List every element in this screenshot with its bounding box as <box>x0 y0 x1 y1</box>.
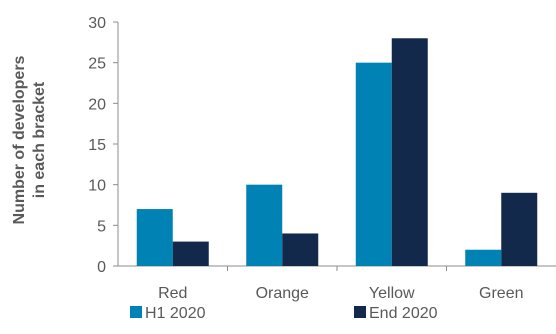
y-tick-label: 0 <box>97 259 106 276</box>
y-tick-label: 30 <box>88 15 106 32</box>
bars <box>136 38 538 267</box>
x-tick-label: Orange <box>256 285 309 302</box>
axes <box>117 22 556 271</box>
y-tick-label: 15 <box>88 137 106 154</box>
bar-yellow-end-2020 <box>391 38 428 267</box>
x-tick-label: Yellow <box>369 285 415 302</box>
legend-label: H1 2020 <box>145 305 206 322</box>
bar-yellow-h1-2020 <box>355 62 392 266</box>
y-axis-title-line-1: Number of developers <box>11 55 28 224</box>
legend-swatch <box>130 306 142 318</box>
y-axis-ticks: 0 5 10 15 20 25 30 <box>88 15 118 276</box>
y-tick-label: 5 <box>97 218 106 235</box>
y-axis-title: Number of developers in each bracket <box>11 55 48 224</box>
legend-label: End 2020 <box>369 305 438 322</box>
x-tick-label: Red <box>158 285 187 302</box>
bar-green-end-2020 <box>501 192 538 266</box>
bar-red-h1-2020 <box>136 209 173 266</box>
bar-green-h1-2020 <box>465 249 502 266</box>
legend-swatch <box>354 306 366 318</box>
bar-orange-h1-2020 <box>246 184 283 266</box>
y-axis-title-line-2: in each bracket <box>31 81 48 198</box>
y-tick-label: 25 <box>88 56 106 73</box>
x-tick-label: Green <box>479 285 523 302</box>
legend: H1 2020 End 2020 <box>130 305 438 322</box>
y-tick-label: 20 <box>88 96 106 113</box>
bar-orange-end-2020 <box>282 233 319 266</box>
bar-red-end-2020 <box>172 241 209 266</box>
x-axis-labels: Red Orange Yellow Green <box>158 285 523 302</box>
y-tick-label: 10 <box>88 178 106 195</box>
